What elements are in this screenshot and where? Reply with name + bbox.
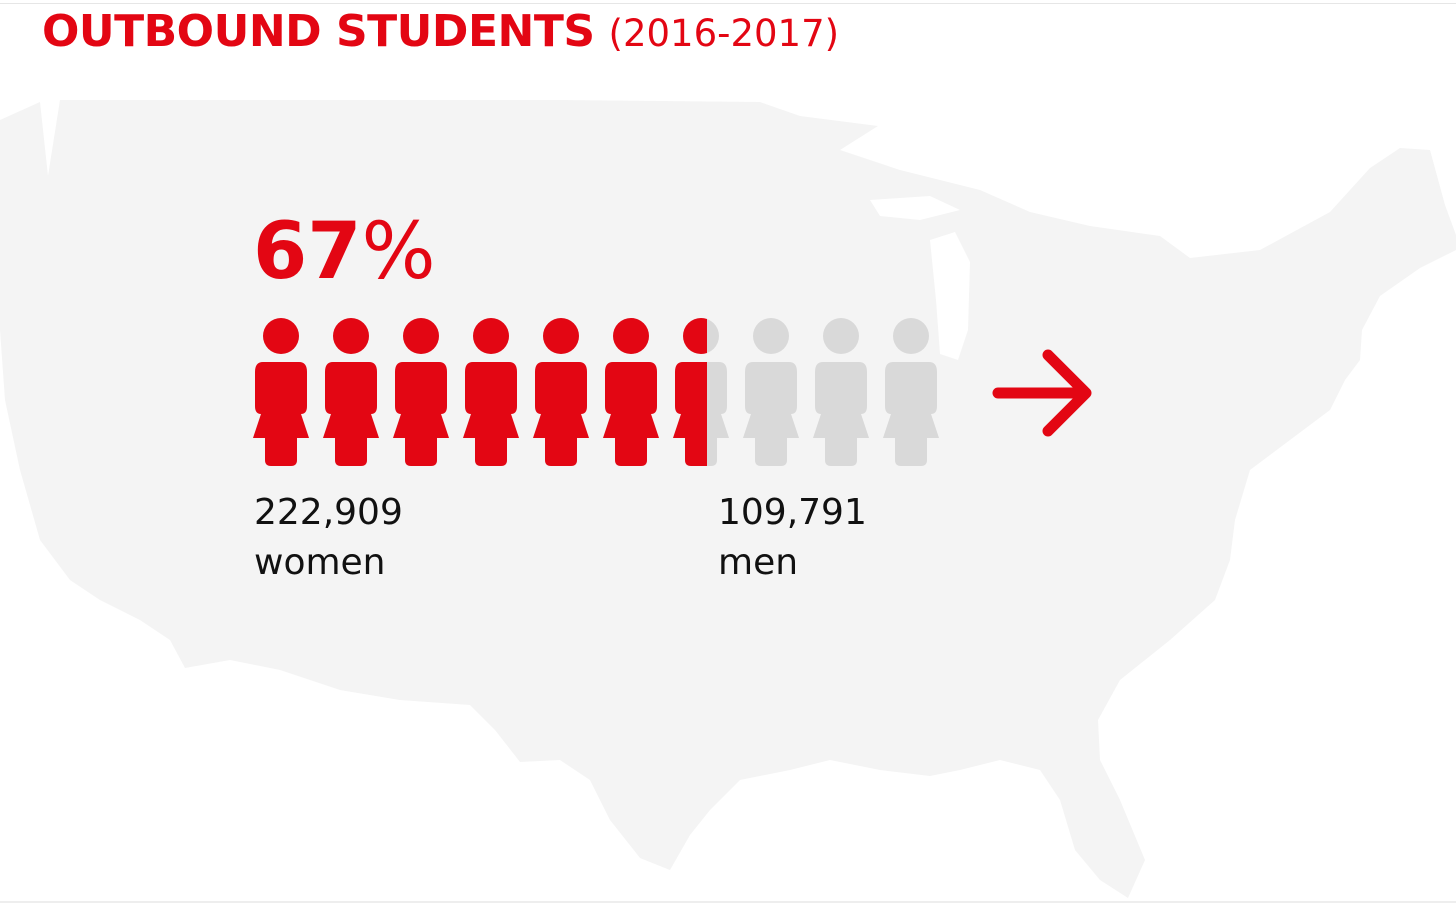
women-icons-filled [253, 318, 707, 466]
person-icon [883, 318, 939, 466]
title-main: OUTBOUND STUDENTS [42, 6, 595, 57]
percent-value: 67 [253, 207, 362, 297]
page-title: OUTBOUND STUDENTS (2016-2017) [42, 4, 839, 60]
men-count: 109,791 [718, 492, 867, 533]
top-divider [0, 3, 1456, 4]
person-icon-filled [393, 318, 449, 466]
men-label: men [718, 542, 799, 583]
women-percentage: 67% [253, 206, 436, 298]
person-icon [743, 318, 799, 466]
person-icon [813, 318, 869, 466]
arrow-right-icon[interactable] [990, 345, 1100, 441]
women-count: 222,909 [254, 492, 403, 533]
percent-sign: % [361, 207, 436, 297]
person-icon-filled [463, 318, 519, 466]
person-icon-filled [533, 318, 589, 466]
person-icon-filled [603, 318, 659, 466]
title-sub: (2016-2017) [608, 12, 840, 55]
bottom-divider [0, 901, 1456, 903]
person-icon-filled [253, 318, 309, 466]
person-icon-filled [323, 318, 379, 466]
women-label: women [254, 542, 386, 583]
